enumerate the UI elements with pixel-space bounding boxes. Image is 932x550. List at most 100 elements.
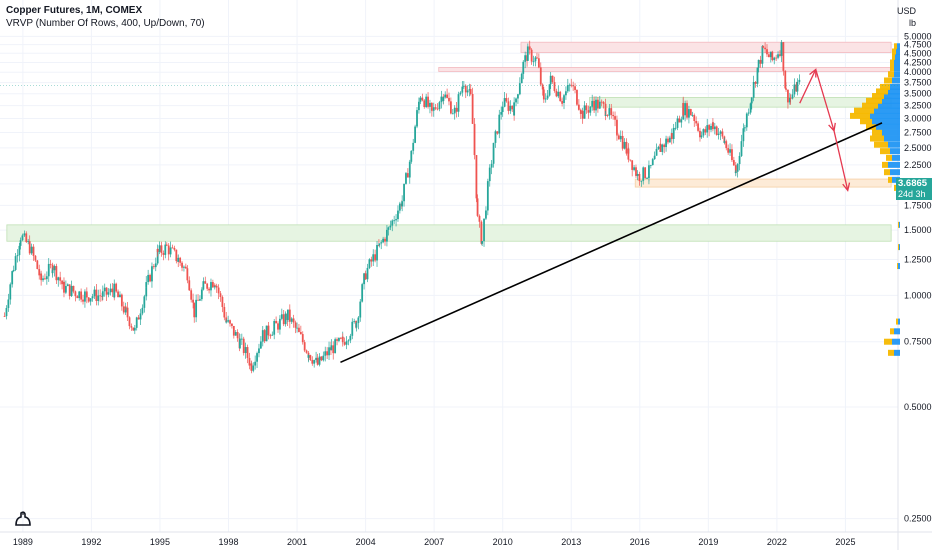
candle-body (483, 218, 485, 242)
candle-body (544, 98, 547, 100)
candle-body (186, 268, 189, 281)
candle-body (440, 96, 443, 103)
candle-body (299, 332, 302, 335)
last-price-badge: 3.6865 24d 3h (896, 178, 932, 200)
candle-body (288, 309, 291, 322)
candle-body (713, 126, 716, 130)
volume-profile-up (895, 53, 900, 60)
volume-profile-down (897, 263, 898, 270)
candle-body (85, 292, 88, 298)
volume-profile-down (882, 161, 888, 168)
candle-body (640, 180, 643, 182)
candle-body (151, 266, 153, 282)
indicator-label[interactable]: VRVP (Number Of Rows, 400, Up/Down, 70) (6, 18, 205, 29)
candle-body (234, 332, 237, 336)
candle-body (723, 141, 726, 143)
candle-body (78, 291, 81, 299)
candle-body (448, 97, 450, 102)
volume-profile-down (884, 77, 892, 84)
candle-body (219, 293, 222, 298)
candle-body (581, 110, 584, 119)
candle-body (468, 89, 471, 91)
candle-body (28, 241, 31, 254)
candle-body (614, 116, 616, 120)
volume-profile-up (874, 107, 900, 114)
candle-body (769, 51, 772, 58)
candle-body (162, 253, 165, 255)
candle-body (756, 67, 759, 84)
candle-body (617, 135, 620, 140)
candle-body (95, 289, 98, 302)
candle-body (223, 307, 226, 318)
candle-body (559, 91, 562, 102)
candle-body (764, 47, 766, 50)
candle-body (598, 101, 601, 109)
resistance-zone (438, 67, 892, 72)
candle-body (99, 295, 102, 297)
tradingview-logo-icon[interactable] (12, 508, 34, 530)
candle-body (667, 138, 669, 143)
candle-body (141, 307, 144, 314)
volume-profile-up (870, 112, 900, 119)
volume-profile-down (888, 349, 894, 356)
candle-body (684, 103, 687, 116)
y-tick-label: 4.5000 (904, 48, 932, 58)
chart-legend[interactable]: Copper Futures, 1M, COMEX VRVP (Number O… (6, 4, 205, 30)
candle-body (221, 297, 224, 308)
candle-body (612, 114, 615, 117)
volume-profile-down (890, 59, 894, 66)
candle-body (557, 91, 560, 97)
candle-body (457, 94, 460, 112)
volume-profile-up (898, 318, 900, 325)
candle-body (561, 102, 564, 104)
candle-body (478, 215, 481, 222)
volume-profile-down (880, 83, 890, 90)
candle-body (184, 266, 187, 269)
candle-body (345, 341, 348, 345)
candle-body (418, 101, 420, 111)
candle-body (250, 363, 253, 371)
candle-body (793, 84, 796, 95)
candle-body (143, 296, 146, 308)
x-tick-label: 2001 (287, 537, 307, 547)
candle-body (351, 321, 354, 336)
candle-body (188, 280, 191, 291)
candle-body (459, 92, 462, 95)
candle-body (347, 340, 350, 342)
candle-body (145, 282, 148, 288)
volume-profile-down (890, 328, 894, 335)
volume-profile-up (892, 154, 900, 161)
candle-body (296, 327, 298, 329)
y-tick-label: 3.7500 (904, 78, 932, 88)
candle-body (227, 320, 230, 322)
candle-body (199, 299, 201, 301)
candle-body (280, 314, 283, 319)
candle-body (427, 96, 429, 107)
candle-body (47, 263, 50, 277)
volume-profile-up (894, 65, 900, 72)
x-tick-label: 2004 (356, 537, 376, 547)
candle-body (644, 167, 647, 179)
volume-profile-up (882, 97, 900, 104)
volume-profile-down (854, 107, 874, 114)
candle-body (693, 115, 696, 122)
candle-body (111, 288, 114, 293)
candle-body (425, 96, 428, 107)
candle-body (294, 322, 297, 328)
candle-body (355, 323, 358, 328)
candle-body (74, 292, 77, 297)
candle-body (717, 133, 720, 135)
symbol-title[interactable]: Copper Futures, 1M, COMEX (6, 5, 143, 16)
candle-body (536, 57, 538, 59)
candle-body (546, 95, 549, 99)
candle-body (706, 125, 709, 133)
candle-body (577, 104, 580, 110)
candle-body (528, 46, 531, 50)
candle-body (481, 241, 484, 244)
candle-body (446, 94, 448, 98)
candle-body (779, 54, 781, 56)
candle-body (18, 245, 21, 256)
candle-body (328, 347, 330, 356)
volume-profile-down (870, 135, 884, 142)
